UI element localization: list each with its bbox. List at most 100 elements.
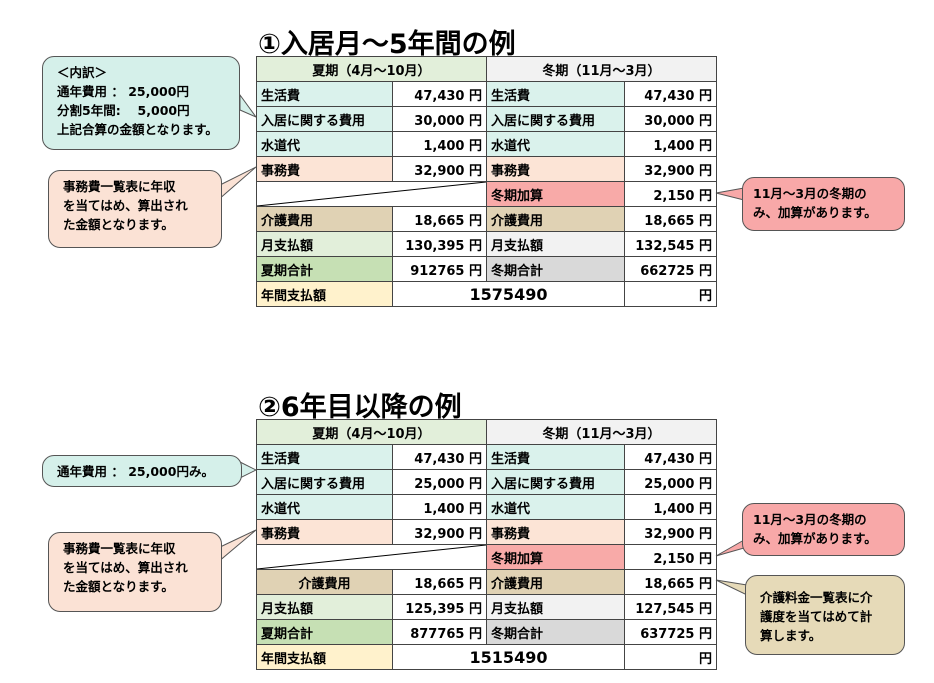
callout-line: 11月～3月の冬期の xyxy=(753,186,867,201)
callout-line: 分割5年間: 5,000円 xyxy=(57,103,190,118)
summer-value: 47,430 円 xyxy=(392,81,487,107)
callout-winter: 11月～3月の冬期の み、加算があります。 xyxy=(742,503,905,556)
winter-value: 47,430 円 xyxy=(624,81,717,107)
winter-value: 1,400 円 xyxy=(624,494,717,520)
annual-value: 1575490 xyxy=(392,281,625,307)
summer-value: 1,400 円 xyxy=(392,131,487,157)
monthly-summer-label: 月支払額 xyxy=(256,594,393,620)
winter-label: 生活費 xyxy=(486,444,625,470)
annual-label: 年間支払額 xyxy=(256,281,393,307)
annual-value: 1515490 xyxy=(392,644,625,670)
winter-label: 入居に関する費用 xyxy=(486,106,625,132)
monthly-summer-label: 月支払額 xyxy=(256,231,393,257)
monthly-winter-value: 132,545 円 xyxy=(624,231,717,257)
callout-line: 事務費一覧表に年収 xyxy=(63,541,176,556)
winter-value: 1,400 円 xyxy=(624,131,717,157)
season_total-winter-value: 637725 円 xyxy=(624,619,717,645)
empty-diagonal-cell xyxy=(256,181,487,207)
monthly-winter-value: 127,545 円 xyxy=(624,594,717,620)
summer-label: 水道代 xyxy=(256,131,393,157)
summer-label: 生活費 xyxy=(256,81,393,107)
summer-label: 事務費 xyxy=(256,156,393,182)
table-row: 入居に関する費用 25,000 円入居に関する費用 25,000 円 xyxy=(256,469,717,495)
callout-breakdown: 通年費用 ： 25,000円み。 xyxy=(42,455,242,487)
table-row: 入居に関する費用 30,000 円入居に関する費用 30,000 円 xyxy=(256,106,717,132)
care-summer-value: 18,665 円 xyxy=(392,206,487,232)
summer-value: 47,430 円 xyxy=(392,444,487,470)
monthly-winter-label: 月支払額 xyxy=(486,594,625,620)
season_total-summer-label: 夏期合計 xyxy=(256,619,393,645)
table-header-row: 夏期（4月～10月） 冬期（11月～3月） xyxy=(256,419,717,445)
winter-value: 32,900 円 xyxy=(624,156,717,182)
winter-label: 生活費 xyxy=(486,81,625,107)
cost-table: 夏期（4月～10月） 冬期（11月～3月） 生活費 47,430 円生活費 47,430… xyxy=(256,56,717,307)
table-row-care: 介護費用 18,665 円介護費用 18,665 円 xyxy=(256,206,717,232)
care-summer-label: 介護費用 xyxy=(256,206,393,232)
callout-line: 事務費一覧表に年収 xyxy=(63,179,176,194)
winter-value: 47,430 円 xyxy=(624,444,717,470)
callout-line: 算します。 xyxy=(760,628,822,643)
table-row: 冬期加算 2,150 円 xyxy=(256,544,717,570)
callout-line: を当てはめ、算出され xyxy=(63,198,188,213)
winter-label: 水道代 xyxy=(486,494,625,520)
callout-line: 上記合算の金額となります。 xyxy=(57,122,218,137)
callout-office: 事務費一覧表に年収 を当てはめ、算出され た金額となります。 xyxy=(48,170,222,248)
summer-header: 夏期（4月～10月） xyxy=(256,56,487,82)
winter-add-label: 冬期加算 xyxy=(486,181,625,207)
winter-value: 30,000 円 xyxy=(624,106,717,132)
callout-line: み、加算があります。 xyxy=(753,205,877,220)
annual-unit: 円 xyxy=(624,281,717,307)
callout-office: 事務費一覧表に年収 を当てはめ、算出され た金額となります。 xyxy=(48,532,222,612)
table-row: 生活費 47,430 円生活費 47,430 円 xyxy=(256,81,717,107)
table-row-annual: 年間支払額 1515490 円 xyxy=(256,644,717,670)
season_total-summer-label: 夏期合計 xyxy=(256,256,393,282)
callout-line: 通年費用 ： 25,000円み。 xyxy=(57,464,214,479)
callout-breakdown: ＜内訳＞ 通年費用 ： 25,000円 分割5年間: 5,000円上記合算の金額とな… xyxy=(42,56,240,150)
season_total-summer-value: 912765 円 xyxy=(392,256,487,282)
table-row: 事務費 32,900 円事務費 32,900 円 xyxy=(256,156,717,182)
summer-label: 事務費 xyxy=(256,519,393,545)
empty-diagonal-cell xyxy=(256,544,487,570)
monthly-summer-value: 130,395 円 xyxy=(392,231,487,257)
winter-header: 冬期（11月～3月） xyxy=(486,56,717,82)
table-row: 水道代 1,400 円水道代 1,400 円 xyxy=(256,494,717,520)
winter-label: 事務費 xyxy=(486,519,625,545)
winter-value: 25,000 円 xyxy=(624,469,717,495)
table-header-row: 夏期（4月～10月） 冬期（11月～3月） xyxy=(256,56,717,82)
annual-label: 年間支払額 xyxy=(256,644,393,670)
season_total-winter-value: 662725 円 xyxy=(624,256,717,282)
table-row-care: 介護費用 18,665 円介護費用 18,665 円 xyxy=(256,569,717,595)
callout-care: 介護料金一覧表に介 護度を当てはめて計 算します。 xyxy=(745,575,905,655)
summer-label: 生活費 xyxy=(256,444,393,470)
summer-value: 1,400 円 xyxy=(392,494,487,520)
section-title: ②6年目以降の例 xyxy=(258,392,462,423)
summer-label: 水道代 xyxy=(256,494,393,520)
season_total-winter-label: 冬期合計 xyxy=(486,619,625,645)
summer-value: 25,000 円 xyxy=(392,469,487,495)
table-row: 事務費 32,900 円事務費 32,900 円 xyxy=(256,519,717,545)
winter-add-value: 2,150 円 xyxy=(624,544,717,570)
winter-add-label: 冬期加算 xyxy=(486,544,625,570)
summer-label: 入居に関する費用 xyxy=(256,106,393,132)
table-row-season_total: 夏期合計 912765 円冬期合計 662725 円 xyxy=(256,256,717,282)
winter-label: 入居に関する費用 xyxy=(486,469,625,495)
callout-line: 護度を当てはめて計 xyxy=(760,609,873,624)
winter-header: 冬期（11月～3月） xyxy=(486,419,717,445)
callout-line: た金額となります。 xyxy=(63,217,174,232)
winter-value: 32,900 円 xyxy=(624,519,717,545)
season_total-summer-value: 877765 円 xyxy=(392,619,487,645)
winter-add-value: 2,150 円 xyxy=(624,181,717,207)
callout-line: 介護料金一覧表に介 xyxy=(760,590,873,605)
care-summer-label: 介護費用 xyxy=(256,569,393,595)
callout-line: み、加算があります。 xyxy=(753,531,877,546)
table-row-season_total: 夏期合計 877765 円冬期合計 637725 円 xyxy=(256,619,717,645)
summer-value: 30,000 円 xyxy=(392,106,487,132)
table-row: 冬期加算 2,150 円 xyxy=(256,181,717,207)
winter-label: 事務費 xyxy=(486,156,625,182)
table-row-annual: 年間支払額 1575490 円 xyxy=(256,281,717,307)
table-row-monthly: 月支払額 125,395 円月支払額 127,545 円 xyxy=(256,594,717,620)
care-winter-value: 18,665 円 xyxy=(624,569,717,595)
callout-line: 通年費用 ： 25,000円 xyxy=(57,84,189,99)
callout-line: ＜内訳＞ xyxy=(57,65,108,80)
summer-label: 入居に関する費用 xyxy=(256,469,393,495)
